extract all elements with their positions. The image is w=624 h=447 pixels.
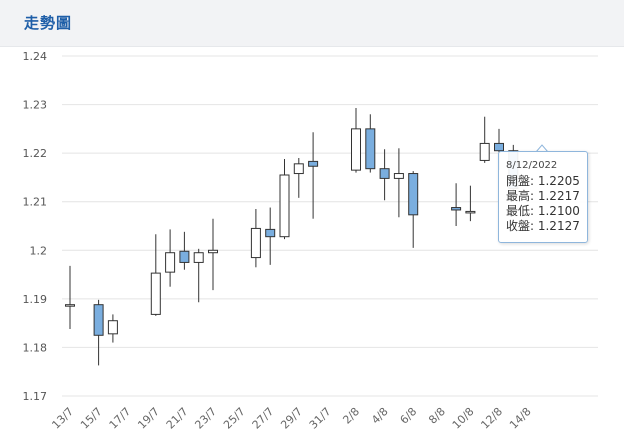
- x-tick-label: 13/7: [49, 405, 76, 432]
- candle-body: [65, 304, 75, 307]
- candle[interactable]: [351, 107, 361, 173]
- candle[interactable]: [279, 158, 290, 240]
- candle[interactable]: [393, 148, 404, 218]
- x-tick-label: 15/7: [78, 405, 105, 432]
- x-tick-label: 27/7: [250, 405, 277, 432]
- candles: [65, 107, 549, 366]
- candle-body: [279, 174, 290, 238]
- candle[interactable]: [293, 158, 304, 198]
- candle-body: [208, 249, 218, 254]
- page-title: 走勢圖: [24, 14, 73, 32]
- candle-body: [451, 207, 462, 211]
- y-tick-label: 1.18: [23, 341, 48, 354]
- candle-body: [479, 142, 490, 161]
- y-axis: 1.17 1.18 1.19 1.2 1.21 1.22 1.23 1.24: [23, 50, 48, 403]
- candle[interactable]: [365, 114, 376, 173]
- y-tick-label: 1.23: [23, 99, 48, 112]
- candle-body: [393, 173, 404, 179]
- y-tick-label: 1.22: [23, 147, 48, 160]
- candle-body: [293, 163, 304, 175]
- candle-body: [265, 228, 276, 238]
- candle-body: [250, 227, 261, 259]
- x-tick-label: 12/8: [478, 405, 505, 432]
- candle[interactable]: [93, 299, 104, 366]
- y-tick-label: 1.19: [23, 293, 48, 306]
- x-tick-label: 6/8: [398, 405, 420, 427]
- candle[interactable]: [308, 132, 319, 219]
- y-tick-label: 1.2: [30, 244, 48, 257]
- candle[interactable]: [165, 229, 176, 287]
- candle[interactable]: [479, 116, 490, 163]
- x-tick-label: 17/7: [107, 405, 134, 432]
- candle[interactable]: [150, 234, 161, 316]
- candle-body: [107, 320, 118, 335]
- tooltip-low: 最低: 1.2100: [506, 204, 580, 218]
- candle-body: [351, 128, 361, 171]
- candle[interactable]: [250, 209, 261, 268]
- candle[interactable]: [208, 218, 218, 291]
- candle[interactable]: [265, 207, 276, 265]
- tooltip-date: 8/12/2022: [506, 160, 558, 171]
- candle[interactable]: [451, 183, 462, 226]
- candle[interactable]: [408, 171, 419, 248]
- candle[interactable]: [65, 265, 75, 329]
- x-axis: 13/7 15/7 17/7 19/7 21/7 23/7 25/7 27/7 29/7 31/7…: [49, 405, 533, 432]
- candle-body: [93, 304, 104, 336]
- x-tick-label: 21/7: [164, 405, 191, 432]
- candle-body: [179, 250, 190, 263]
- y-tick-label: 1.24: [23, 50, 48, 63]
- x-tick-label: 19/7: [135, 405, 162, 432]
- candle-body: [494, 142, 504, 152]
- x-tick-label: 10/8: [450, 405, 477, 432]
- candle-body: [365, 128, 376, 170]
- candle-body: [408, 173, 419, 216]
- candle-body: [193, 252, 204, 263]
- x-tick-label: 2/8: [340, 405, 362, 427]
- candle[interactable]: [107, 314, 118, 343]
- candle[interactable]: [179, 231, 190, 270]
- tooltip-open: 開盤: 1.2205: [506, 174, 580, 188]
- candle-body: [308, 160, 319, 167]
- candle-body: [150, 272, 161, 315]
- tooltip-pointer: [535, 144, 549, 153]
- candle-tooltip: 8/12/2022 開盤: 1.2205 最高: 1.2217 最低: 1.21…: [498, 151, 588, 243]
- candle[interactable]: [379, 149, 390, 201]
- y-tick-label: 1.21: [23, 196, 48, 209]
- tooltip-high: 最高: 1.2217: [506, 189, 580, 203]
- x-tick-label: 8/8: [426, 405, 448, 427]
- candle[interactable]: [193, 248, 204, 303]
- x-tick-label: 14/8: [507, 405, 534, 432]
- x-tick-label: 25/7: [221, 405, 248, 432]
- x-tick-label: 29/7: [278, 405, 305, 432]
- header-bar: 走勢圖: [0, 0, 624, 47]
- x-tick-label: 31/7: [307, 405, 334, 432]
- x-tick-label: 4/8: [369, 405, 391, 427]
- candle-body: [165, 252, 176, 273]
- candle[interactable]: [465, 185, 476, 222]
- candle-body: [379, 168, 390, 179]
- tooltip-close: 收盤: 1.2127: [506, 219, 580, 233]
- x-tick-label: 23/7: [192, 405, 219, 432]
- candle-body: [465, 210, 476, 214]
- y-tick-label: 1.17: [23, 390, 48, 403]
